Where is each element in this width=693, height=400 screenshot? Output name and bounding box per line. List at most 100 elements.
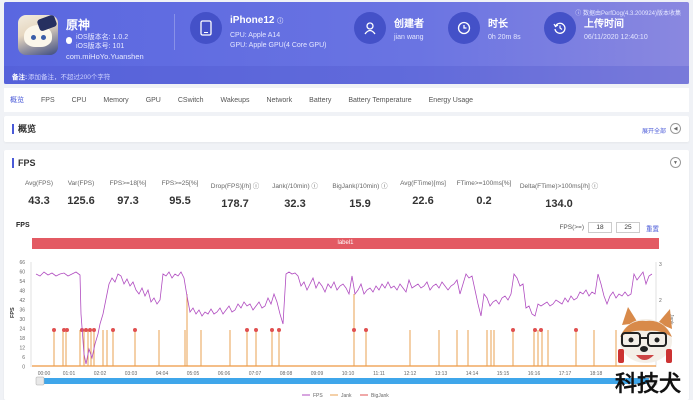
duration-value: 0h 20m 8s [488,34,521,41]
app-icon [18,15,58,55]
svg-text:15:15: 15:15 [497,371,510,377]
clock-icon [448,12,480,44]
duration-title: 时长 [488,19,508,30]
upload-title: 上传时间 [584,19,624,30]
tab-cswitch[interactable]: CSwitch [177,96,204,104]
stat-var-fps: Var(FPS) 125.6 [67,180,95,207]
device-gpu: GPU: Apple GPU(4 Core GPU) [230,42,327,49]
fps-threshold-controls: FPS(>=) 18 25 重置 [559,222,659,233]
reset-button[interactable]: 重置 [646,225,659,233]
svg-text:05:05: 05:05 [187,371,200,377]
stat-delta-ftime: Delta(FTime)>100ms[/h] ⓘ 134.0 [519,183,599,210]
chart-title: FPS [16,222,30,229]
svg-text:18: 18 [19,336,25,342]
tab-battery[interactable]: Battery [309,96,332,104]
ios-version-name: iOS版本名: 1.0.2 [76,34,129,41]
tab-network[interactable]: Network [266,96,293,104]
svg-text:06:06: 06:06 [218,371,231,377]
fps-panel-title: FPS [12,158,36,168]
svg-text:12: 12 [19,346,25,352]
svg-text:FPS: FPS [313,393,323,399]
collapse-down-icon[interactable]: ▼ [670,157,681,168]
tab-gpu[interactable]: GPU [145,96,161,104]
tab-energy-usage[interactable]: Energy Usage [428,96,473,104]
zoom-slider-track [38,378,655,384]
tab-fps[interactable]: FPS [41,96,55,104]
svg-text:Jank: Jank [341,393,352,399]
svg-text:66: 66 [19,260,25,266]
svg-text:08:08: 08:08 [280,371,293,377]
watermark-text: 科技犬 [615,372,682,397]
note-input[interactable]: 添加备注，不超过200个字符 [28,74,111,81]
svg-text:30: 30 [19,317,25,323]
svg-text:18:18: 18:18 [590,371,603,377]
collapse-left-icon[interactable]: ◀ [670,123,681,134]
stat-ftime-100: FTime>=100ms[%] 0.2 [456,180,512,207]
threshold-input-1[interactable]: 18 [588,222,612,233]
upload-time: 06/11/2020 12:40:10 [584,34,648,41]
jank-bars [53,294,617,366]
svg-text:13:13: 13:13 [435,371,448,377]
svg-text:04:04: 04:04 [156,371,169,377]
svg-text:24: 24 [19,327,25,333]
svg-text:42: 42 [19,298,25,304]
svg-text:54: 54 [19,279,25,285]
zoom-slider-handle-left [35,376,45,386]
bigjank-markers [52,328,578,332]
tab-memory[interactable]: Memory [103,96,129,104]
overview-title: 概览 [12,124,36,134]
app-info: 原神 iOS版本名: 1.0.2 iOS版本号: 101 com.miHoYo.… [14,12,174,62]
svg-text:48: 48 [19,289,25,295]
svg-text:BigJank: BigJank [371,393,389,399]
svg-text:11:11: 11:11 [373,371,385,377]
svg-text:02:02: 02:02 [94,371,107,377]
phone-icon [190,12,222,44]
x-axis: 00:00 01:01 02:02 03:03 04:04 05:05 06:06 07:… [38,371,603,377]
svg-text:09:09: 09:09 [311,371,324,377]
history-icon [544,12,576,44]
svg-text:07:07: 07:07 [249,371,262,377]
device-cpu: CPU: Apple A14 [230,32,281,39]
zoom-slider-handle-right [648,376,658,386]
info-icon: ⓘ [277,19,284,25]
svg-text:3: 3 [659,262,662,268]
svg-text:60: 60 [19,270,25,276]
tab-battery-temperature[interactable]: Battery Temperature [348,96,412,104]
device-info: iPhone12 ⓘ CPU: Apple A14 GPU: Apple GPU… [190,12,350,62]
divider [174,14,175,50]
svg-text:17:17: 17:17 [559,371,572,377]
tab-overview[interactable]: 概览 [10,97,24,104]
device-name: iPhone12 ⓘ [230,15,284,26]
duration-info: 时长 0h 20m 8s [448,12,538,62]
creator-name: jian wang [394,34,424,41]
y-axis-label: FPS [10,307,16,318]
expand-all-link[interactable]: 展开全部 [641,129,666,135]
fps-threshold-label: FPS(>=) [559,224,584,231]
tab-cpu[interactable]: CPU [71,96,87,104]
app-name: 原神 [66,18,91,32]
svg-text:6: 6 [22,355,25,361]
note-bar: 备注: 添加备注，不超过200个字符 [4,66,689,84]
watermark-mascot: 科技犬 [615,307,682,397]
stat-bigjank: BigJank(/10min) ⓘ 15.9 [332,183,388,210]
creator-title: 创建者 [394,19,424,30]
chart-legend: FPS Jank BigJank [302,393,389,399]
fps-stats: Avg(FPS) 43.3 Var(FPS) 125.6 FPS>=18[%] 97.… [18,180,602,210]
stat-avg-ftime: Avg(FTime)[ms] 22.6 [400,180,446,207]
upload-info: 上传时间 06/11/2020 12:40:10 [544,12,684,62]
svg-text:03:03: 03:03 [125,371,138,377]
svg-text:01:01: 01:01 [63,371,76,377]
threshold-input-2[interactable]: 25 [616,222,640,233]
note-label: 备注: [12,74,28,81]
stat-drop-fps: Drop(FPS)[/h] ⓘ 178.7 [210,183,260,210]
tab-wakeups[interactable]: Wakeups [220,96,250,104]
stat-avg-fps: Avg(FPS) 43.3 [24,180,54,207]
label-bar[interactable]: label1 [32,238,659,249]
stat-fps-25: FPS>=25[%] 95.5 [161,180,199,207]
creator-info: 创建者 jian wang [354,12,444,62]
svg-text:2: 2 [659,298,662,304]
user-icon [354,12,386,44]
apple-icon [66,37,72,44]
